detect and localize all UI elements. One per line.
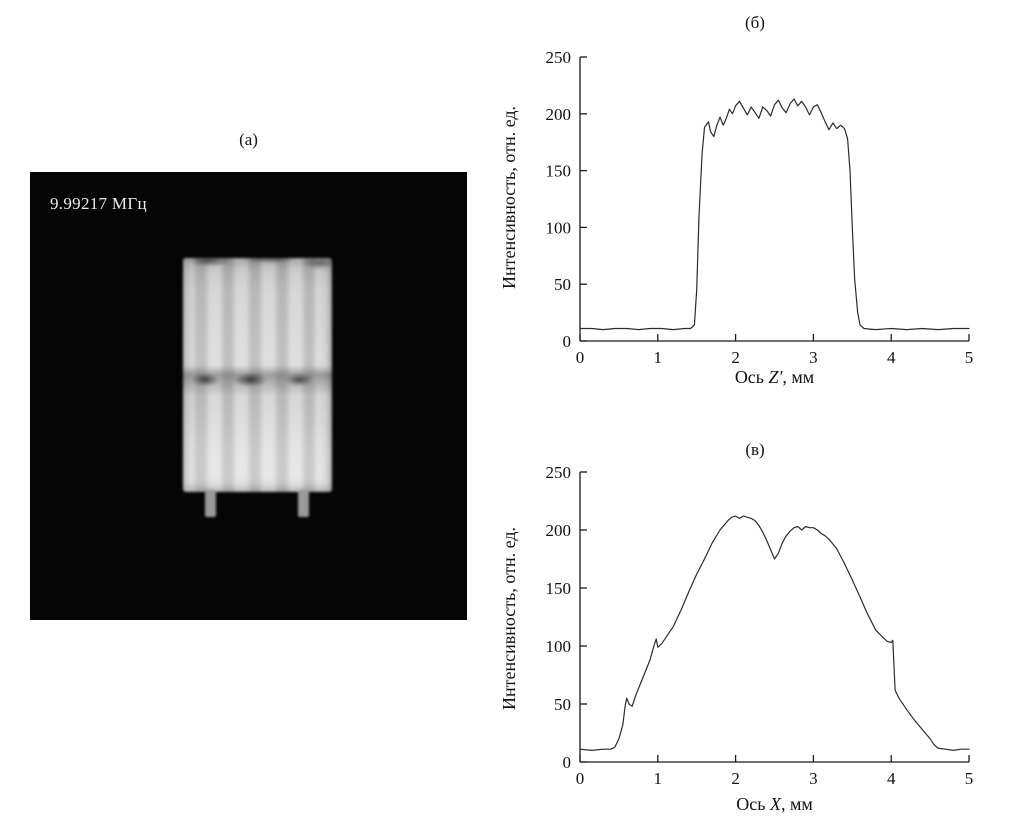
chart-b-ylabel: Интенсивность, отн. ед. bbox=[499, 105, 520, 290]
y-tick-label: 150 bbox=[546, 579, 572, 598]
x-tick-label: 0 bbox=[576, 348, 585, 367]
y-tick-label: 50 bbox=[554, 275, 571, 294]
mri-sample-image bbox=[30, 172, 467, 620]
mri-sample-leg-left bbox=[205, 490, 216, 517]
chart-v-xlabel: Ось X, мм bbox=[580, 794, 969, 815]
chart-v-xlabel-prefix: Ось bbox=[736, 794, 770, 814]
x-tick-label: 3 bbox=[809, 348, 818, 367]
panel-b-label: (б) bbox=[745, 13, 765, 32]
x-tick-label: 5 bbox=[965, 769, 974, 788]
chart-panel-v: (в) 0 1 2 3 4 5 0 50 100 150 200 250 Интенсивность,… bbox=[499, 432, 1010, 832]
x-tick-label: 5 bbox=[965, 348, 974, 367]
y-tick-label: 0 bbox=[563, 753, 572, 772]
x-tick-label: 2 bbox=[731, 348, 740, 367]
y-tick-label: 250 bbox=[546, 48, 572, 67]
y-tick-label: 200 bbox=[546, 105, 572, 124]
chart-b-xlabel-variable: Z' bbox=[768, 367, 783, 387]
x-tick-label: 4 bbox=[887, 769, 896, 788]
y-tick-label: 200 bbox=[546, 521, 572, 540]
y-tick-label: 100 bbox=[546, 218, 572, 237]
x-tick-label: 1 bbox=[654, 769, 663, 788]
y-tick-label: 150 bbox=[546, 162, 572, 181]
x-tick-label: 0 bbox=[576, 769, 585, 788]
y-tick-label: 50 bbox=[554, 695, 571, 714]
x-tick-label: 2 bbox=[731, 769, 740, 788]
chart-b-xlabel-prefix: Ось bbox=[734, 367, 769, 387]
mri-image-panel: 9.99217 МГц bbox=[30, 172, 467, 620]
chart-b-xlabel: Ось Z', мм bbox=[580, 367, 969, 388]
mri-frequency-annotation: 9.99217 МГц bbox=[50, 194, 147, 213]
panel-v-label: (в) bbox=[745, 440, 765, 459]
mri-sample-leg-right bbox=[298, 490, 309, 517]
panel-a-label: (а) bbox=[239, 130, 258, 149]
x-tick-label: 1 bbox=[654, 348, 663, 367]
chart-b-xlabel-suffix: , мм bbox=[782, 367, 815, 387]
intensity-curve bbox=[579, 515, 970, 751]
y-tick-label: 250 bbox=[546, 463, 572, 482]
x-tick-label: 4 bbox=[887, 348, 896, 367]
mri-sample-body bbox=[183, 258, 332, 492]
chart-v-ylabel: Интенсивность, отн. ед. bbox=[499, 526, 520, 711]
chart-v-xlabel-suffix: , мм bbox=[780, 794, 813, 814]
chart-v-xlabel-variable: X bbox=[769, 794, 781, 814]
x-tick-label: 3 bbox=[809, 769, 818, 788]
intensity-curve bbox=[579, 98, 970, 331]
y-tick-label: 0 bbox=[563, 332, 572, 351]
y-tick-label: 100 bbox=[546, 637, 572, 656]
chart-panel-b: (б) 0 1 2 3 4 5 0 50 100 150 200 250 Интенсивность,… bbox=[499, 5, 1010, 410]
